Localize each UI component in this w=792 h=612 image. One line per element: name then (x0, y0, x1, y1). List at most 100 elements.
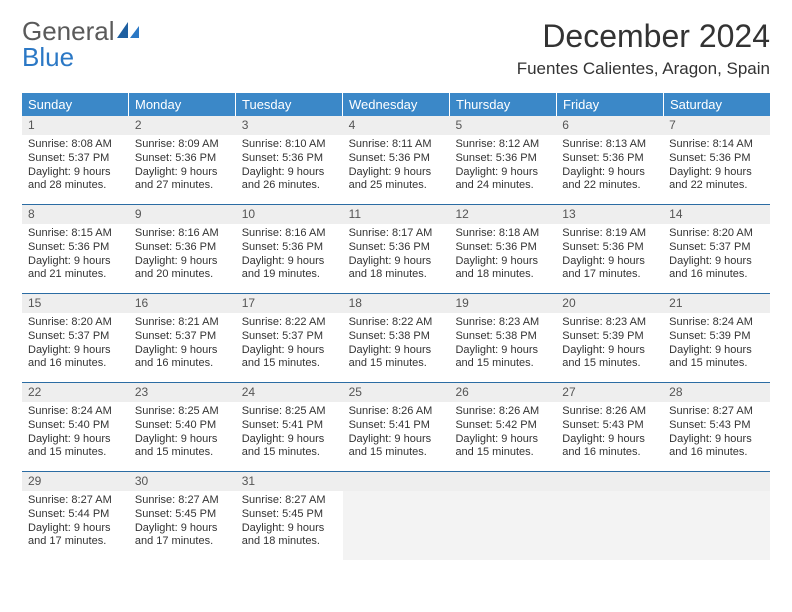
sunrise-text: Sunrise: 8:14 AM (669, 138, 764, 152)
sunrise-text: Sunrise: 8:16 AM (242, 227, 337, 241)
day-number: 15 (22, 294, 129, 313)
calendar-day-cell: 7Sunrise: 8:14 AMSunset: 5:36 PMDaylight… (663, 116, 770, 204)
daylight-text: and 22 minutes. (669, 179, 764, 193)
day-number: 14 (663, 205, 770, 224)
daylight-text: Daylight: 9 hours (562, 344, 657, 358)
sunrise-text: Sunrise: 8:11 AM (349, 138, 444, 152)
daylight-text: and 16 minutes. (135, 357, 230, 371)
calendar-day-cell: 21Sunrise: 8:24 AMSunset: 5:39 PMDayligh… (663, 294, 770, 382)
calendar-day-cell: 20Sunrise: 8:23 AMSunset: 5:39 PMDayligh… (556, 294, 663, 382)
sunset-text: Sunset: 5:42 PM (455, 419, 550, 433)
sunrise-text: Sunrise: 8:27 AM (28, 494, 123, 508)
day-number: 2 (129, 116, 236, 135)
sunset-text: Sunset: 5:40 PM (135, 419, 230, 433)
daylight-text: Daylight: 9 hours (455, 255, 550, 269)
sunset-text: Sunset: 5:45 PM (135, 508, 230, 522)
calendar-day-cell: 17Sunrise: 8:22 AMSunset: 5:37 PMDayligh… (236, 294, 343, 382)
daylight-text: Daylight: 9 hours (562, 166, 657, 180)
day-number: 19 (449, 294, 556, 313)
calendar-day-cell (556, 472, 663, 560)
calendar-day-cell: 12Sunrise: 8:18 AMSunset: 5:36 PMDayligh… (449, 205, 556, 293)
daylight-text: and 15 minutes. (28, 446, 123, 460)
daylight-text: and 22 minutes. (562, 179, 657, 193)
sunset-text: Sunset: 5:37 PM (242, 330, 337, 344)
calendar-day-cell: 11Sunrise: 8:17 AMSunset: 5:36 PMDayligh… (343, 205, 450, 293)
sunrise-text: Sunrise: 8:25 AM (135, 405, 230, 419)
daylight-text: and 17 minutes. (562, 268, 657, 282)
calendar-day-cell: 22Sunrise: 8:24 AMSunset: 5:40 PMDayligh… (22, 383, 129, 471)
day-number: 22 (22, 383, 129, 402)
calendar-day-cell (449, 472, 556, 560)
daylight-text: Daylight: 9 hours (242, 255, 337, 269)
sunrise-text: Sunrise: 8:19 AM (562, 227, 657, 241)
day-number: 23 (129, 383, 236, 402)
day-number (343, 472, 450, 491)
calendar-day-cell: 2Sunrise: 8:09 AMSunset: 5:36 PMDaylight… (129, 116, 236, 204)
daylight-text: and 15 minutes. (349, 357, 444, 371)
calendar-day-cell: 5Sunrise: 8:12 AMSunset: 5:36 PMDaylight… (449, 116, 556, 204)
sunset-text: Sunset: 5:36 PM (562, 241, 657, 255)
daylight-text: and 18 minutes. (242, 535, 337, 549)
daylight-text: Daylight: 9 hours (28, 166, 123, 180)
calendar-week-row: 1Sunrise: 8:08 AMSunset: 5:37 PMDaylight… (22, 116, 770, 205)
daylight-text: Daylight: 9 hours (242, 166, 337, 180)
day-number: 26 (449, 383, 556, 402)
calendar-day-cell: 18Sunrise: 8:22 AMSunset: 5:38 PMDayligh… (343, 294, 450, 382)
sunrise-text: Sunrise: 8:24 AM (28, 405, 123, 419)
calendar-day-cell: 3Sunrise: 8:10 AMSunset: 5:36 PMDaylight… (236, 116, 343, 204)
day-number: 29 (22, 472, 129, 491)
sunset-text: Sunset: 5:38 PM (455, 330, 550, 344)
daylight-text: and 16 minutes. (562, 446, 657, 460)
sunrise-text: Sunrise: 8:23 AM (455, 316, 550, 330)
sunrise-text: Sunrise: 8:27 AM (135, 494, 230, 508)
daylight-text: Daylight: 9 hours (135, 433, 230, 447)
sunset-text: Sunset: 5:36 PM (242, 241, 337, 255)
sunrise-text: Sunrise: 8:26 AM (349, 405, 444, 419)
location-label: Fuentes Calientes, Aragon, Spain (517, 59, 770, 79)
day-number: 11 (343, 205, 450, 224)
daylight-text: and 20 minutes. (135, 268, 230, 282)
daylight-text: Daylight: 9 hours (562, 255, 657, 269)
daylight-text: and 25 minutes. (349, 179, 444, 193)
sunset-text: Sunset: 5:39 PM (562, 330, 657, 344)
sunrise-text: Sunrise: 8:13 AM (562, 138, 657, 152)
sunrise-text: Sunrise: 8:20 AM (28, 316, 123, 330)
sunrise-text: Sunrise: 8:20 AM (669, 227, 764, 241)
sunrise-text: Sunrise: 8:26 AM (455, 405, 550, 419)
sunset-text: Sunset: 5:39 PM (669, 330, 764, 344)
daylight-text: Daylight: 9 hours (135, 344, 230, 358)
daylight-text: and 24 minutes. (455, 179, 550, 193)
sunrise-text: Sunrise: 8:27 AM (669, 405, 764, 419)
day-number: 12 (449, 205, 556, 224)
calendar-day-cell: 14Sunrise: 8:20 AMSunset: 5:37 PMDayligh… (663, 205, 770, 293)
daylight-text: and 16 minutes. (669, 446, 764, 460)
daylight-text: and 18 minutes. (455, 268, 550, 282)
calendar-week-row: 15 Sunrise: 8:20 AM Sunset: 5:37 PM Dayligh… (22, 294, 770, 383)
calendar-day-cell (343, 472, 450, 560)
day-number: 16 (129, 294, 236, 313)
calendar-day-cell: 1Sunrise: 8:08 AMSunset: 5:37 PMDaylight… (22, 116, 129, 204)
daylight-text: Daylight: 9 hours (349, 255, 444, 269)
daylight-text: and 16 minutes. (669, 268, 764, 282)
day-number: 24 (236, 383, 343, 402)
calendar-day-cell: 9Sunrise: 8:16 AMSunset: 5:36 PMDaylight… (129, 205, 236, 293)
day-number: 3 (236, 116, 343, 135)
sunset-text: Sunset: 5:43 PM (669, 419, 764, 433)
daylight-text: Daylight: 9 hours (669, 344, 764, 358)
daylight-text: Daylight: 9 hours (135, 522, 230, 536)
daylight-text: and 19 minutes. (242, 268, 337, 282)
sunset-text: Sunset: 5:36 PM (455, 241, 550, 255)
brand-logo: General Blue (22, 18, 139, 70)
daylight-text: and 17 minutes. (135, 535, 230, 549)
weekday-header: Monday (129, 93, 236, 116)
calendar-day-cell: 13Sunrise: 8:19 AMSunset: 5:36 PMDayligh… (556, 205, 663, 293)
calendar-day-cell: 10Sunrise: 8:16 AMSunset: 5:36 PMDayligh… (236, 205, 343, 293)
day-number: 4 (343, 116, 450, 135)
calendar-day-cell (663, 472, 770, 560)
daylight-text: and 15 minutes. (135, 446, 230, 460)
daylight-text: and 15 minutes. (669, 357, 764, 371)
daylight-text: Daylight: 9 hours (669, 255, 764, 269)
day-number: 1 (22, 116, 129, 135)
sunset-text: Sunset: 5:45 PM (242, 508, 337, 522)
day-number: 25 (343, 383, 450, 402)
